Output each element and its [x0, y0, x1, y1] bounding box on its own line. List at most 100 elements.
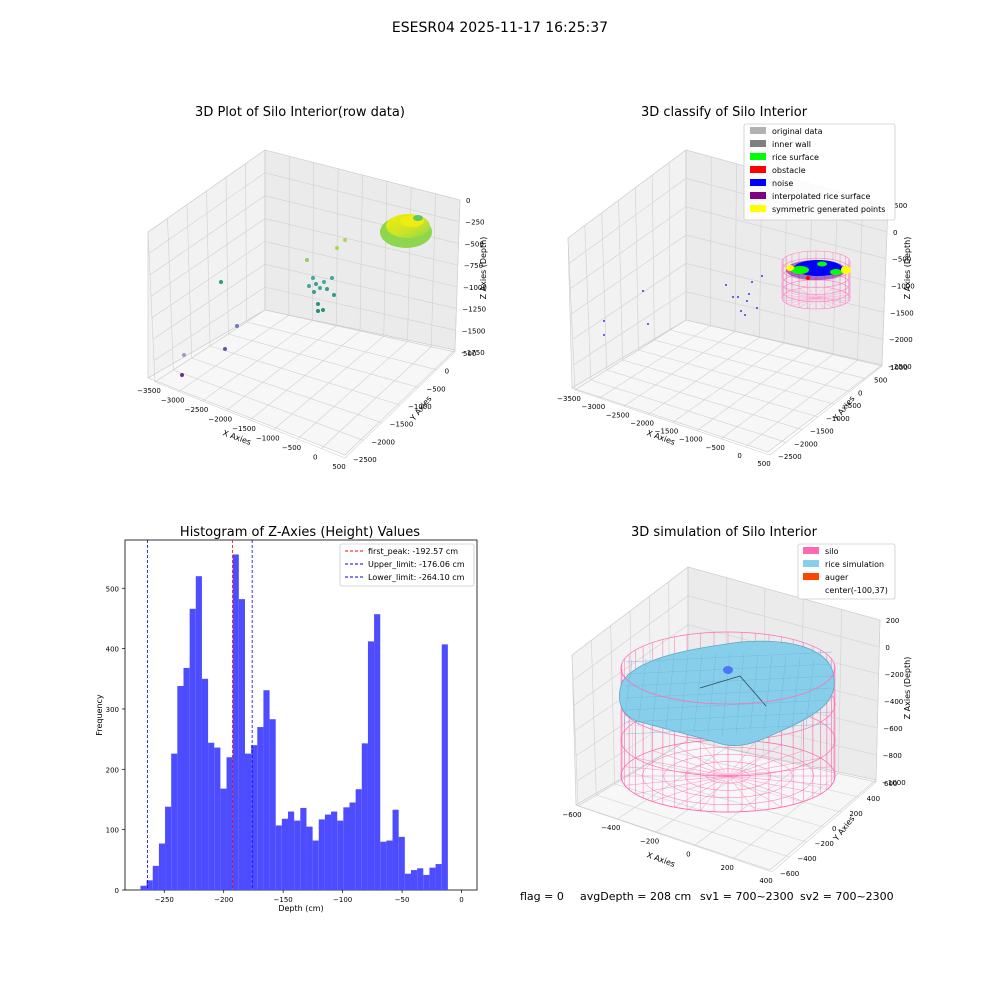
- classify-cylinder-spoke: [815, 297, 825, 309]
- y-tick-label: 500: [463, 350, 476, 358]
- histogram-legend: first_peak: -192.57 cm Upper_limit: -176.…: [339, 543, 475, 587]
- silo-floor-spoke: [727, 750, 804, 777]
- y-tick-label: −500: [426, 385, 445, 393]
- histogram-bar: [367, 641, 375, 890]
- silo-floor-spoke: [727, 744, 782, 777]
- histogram-bar: [226, 757, 233, 890]
- classify-symmetric-points: [841, 266, 851, 274]
- grid-line: [672, 342, 785, 423]
- classify-cylinder-spoke: [815, 290, 841, 299]
- raw-data-point: [318, 286, 322, 290]
- simulation-3d-plot: 3D simulation of Silo Interior −600 −400 −…: [562, 525, 912, 885]
- histogram-bar: [281, 818, 289, 890]
- grid-line: [696, 348, 809, 431]
- x-tick-label: 500: [332, 463, 345, 471]
- rice-mesh-line: [735, 653, 745, 735]
- z-tick-label: −2500: [888, 363, 912, 371]
- classify-cylinder-spoke: [815, 297, 849, 302]
- classify-cylinder-spoke: [815, 287, 825, 299]
- legend-label: original data: [772, 127, 823, 136]
- y-tick-label: −400: [797, 855, 816, 863]
- grid-line: [288, 156, 290, 316]
- classify-3d-plot: 3D classify of Silo Interior −3500−3000−…: [557, 105, 915, 468]
- y-tick-label: 200: [106, 766, 119, 774]
- histogram-bar: [288, 811, 295, 890]
- raw-plot-title: 3D Plot of Silo Interior(row data): [195, 105, 405, 120]
- rice-mesh-line: [679, 655, 689, 732]
- grid-line: [206, 190, 211, 347]
- histogram-bar: [214, 747, 221, 890]
- y-tick-label: −2500: [778, 453, 802, 461]
- x-tick-label: −600: [562, 811, 581, 819]
- z-tick-label: −2000: [889, 336, 913, 344]
- z-tick-label: 0: [466, 197, 470, 205]
- histogram-bar: [238, 599, 245, 890]
- legend-swatch: [750, 140, 766, 147]
- histogram-bar: [312, 840, 319, 890]
- classify-noise-point: [737, 296, 739, 298]
- z-tick-label: −200: [885, 671, 904, 679]
- legend-label: silo: [825, 547, 839, 556]
- histogram-bar: [263, 690, 270, 890]
- raw-data-3d-plot: 3D Plot of Silo Interior(row data) −3500…: [137, 105, 488, 471]
- histogram-bar: [165, 806, 172, 890]
- legend-swatch: [750, 127, 766, 134]
- histogram-bar: [410, 870, 418, 890]
- histogram-title: Histogram of Z-Axies (Height) Values: [180, 525, 420, 540]
- silo-floor-spoke: [727, 775, 756, 811]
- y-tick-label: −200: [815, 840, 834, 848]
- grid-line: [881, 204, 889, 367]
- z-tick-label: −600: [883, 725, 902, 733]
- classify-cylinder-spoke: [798, 288, 817, 299]
- y-tick-label: 300: [106, 706, 119, 714]
- raw-data-point: [321, 308, 325, 312]
- x-tick-label: 0: [459, 896, 463, 904]
- rice-mesh-line: [791, 657, 801, 729]
- grid-line: [838, 609, 842, 774]
- y-tick-label: 500: [106, 585, 119, 593]
- grid-line: [769, 365, 883, 456]
- z-tick-label: −500: [465, 240, 484, 248]
- z-tick-label: 0: [893, 229, 897, 237]
- z-tick-label: −1250: [462, 306, 486, 314]
- x-tick-label: −1000: [256, 435, 280, 443]
- classify-noise-point: [751, 281, 753, 283]
- y-tick-label: −2000: [371, 438, 395, 446]
- grid-line: [228, 333, 419, 388]
- y-tick-label: −600: [780, 870, 799, 878]
- raw-data-point: [316, 309, 320, 313]
- z-tick-label: −500: [892, 256, 911, 264]
- histogram-bar: [189, 608, 196, 890]
- rice-mesh-line: [625, 675, 833, 687]
- x-tick-label: −2000: [208, 416, 232, 424]
- raw-data-point: [219, 280, 223, 284]
- legend-label: Lower_limit: -264.10 cm: [368, 573, 465, 582]
- classify-noise-point: [603, 320, 605, 322]
- legend-swatch: [803, 560, 819, 567]
- classify-noise-point: [642, 290, 644, 292]
- legend-swatch: [750, 166, 766, 173]
- grid-line: [623, 331, 736, 407]
- x-tick-label: −3500: [137, 387, 161, 395]
- classify-cylinder-spoke: [815, 294, 849, 299]
- legend-label: symmetric generated points: [772, 205, 885, 214]
- histogram-bar: [183, 667, 190, 890]
- legend-label: inner wall: [772, 140, 811, 149]
- histogram-bar: [429, 867, 436, 890]
- classify-cylinder-spoke: [807, 287, 817, 299]
- x-tick-label: 0: [737, 452, 741, 460]
- legend-label: noise: [772, 179, 793, 188]
- grid-line: [430, 193, 436, 347]
- classify-noise-point: [725, 284, 727, 286]
- rice-mesh-line: [625, 687, 833, 699]
- silo-floor-spoke: [727, 741, 756, 777]
- histogram-bar: [244, 753, 252, 890]
- x-tick-label: −200: [214, 896, 233, 904]
- rice-mesh-line: [625, 651, 833, 663]
- raw-data-point: [316, 302, 320, 306]
- histogram-bar: [392, 809, 399, 890]
- grid-line: [245, 163, 247, 323]
- z-tick-label: −250: [465, 219, 484, 227]
- x-tick-label: −2000: [630, 419, 654, 427]
